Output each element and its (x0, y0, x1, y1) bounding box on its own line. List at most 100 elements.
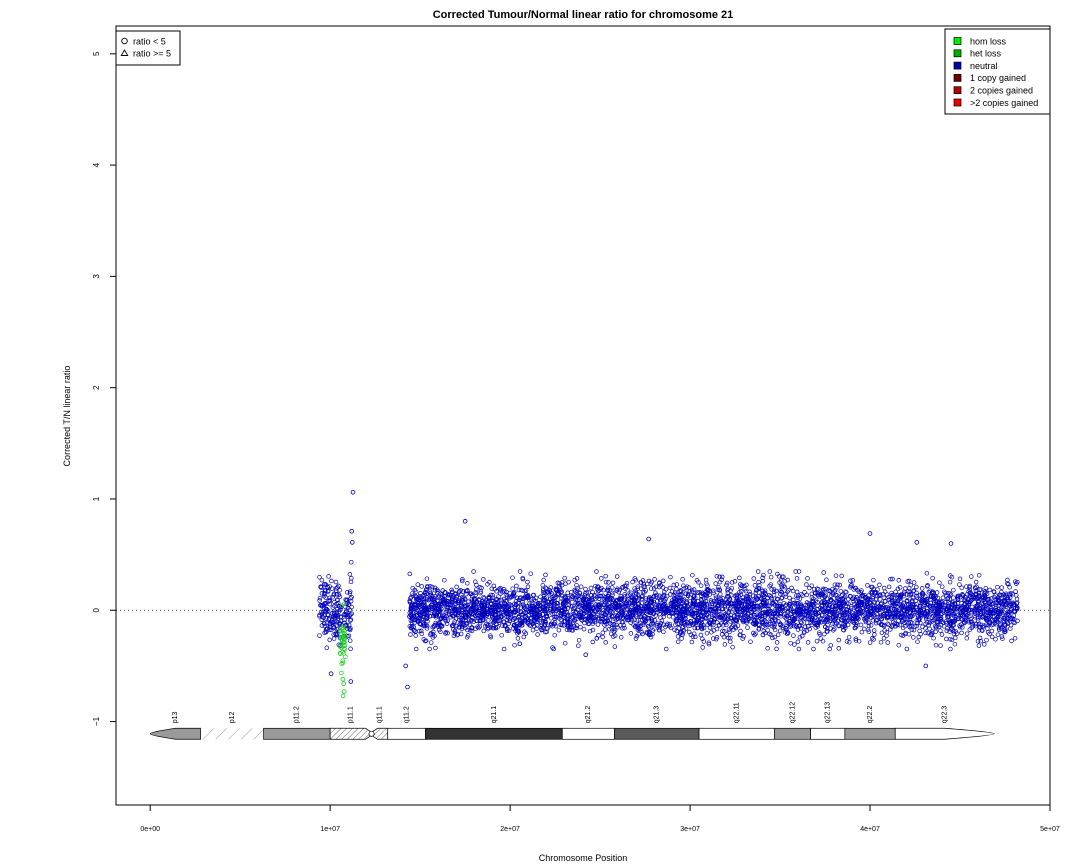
data-point (738, 592, 744, 597)
legend-circle-marker (121, 37, 128, 45)
data-point (473, 587, 479, 592)
data-point (598, 618, 603, 624)
data-point (457, 625, 462, 630)
data-point (692, 598, 697, 603)
data-point (329, 578, 334, 584)
data-point (872, 612, 877, 618)
data-point (644, 611, 649, 617)
data-point (417, 602, 422, 607)
data-point (490, 616, 496, 621)
data-point (478, 618, 483, 624)
data-point (551, 600, 557, 605)
data-point (843, 589, 848, 594)
data-point (676, 610, 681, 616)
chart-title: Corrected Tumour/Normal linear ratio for… (433, 9, 734, 21)
data-point (824, 629, 830, 634)
data-point (577, 603, 583, 608)
data-point (326, 617, 331, 622)
data-point (818, 636, 824, 641)
data-point (810, 599, 815, 604)
data-point (337, 594, 343, 600)
data-point (642, 618, 648, 624)
data-point (960, 612, 965, 618)
data-point (344, 598, 350, 603)
data-point (648, 632, 653, 637)
data-point (454, 584, 459, 590)
data-point (994, 619, 1000, 624)
outlier-point (583, 652, 588, 658)
data-point (817, 630, 822, 635)
data-point (523, 587, 529, 593)
data-point (570, 594, 575, 599)
data-point (924, 601, 930, 606)
y-tick-label: 1 (92, 496, 101, 501)
data-point (618, 594, 623, 599)
data-point (653, 613, 658, 618)
data-point (806, 616, 812, 621)
data-point (529, 607, 535, 612)
legend-label: neutral (970, 61, 998, 71)
data-point (752, 583, 758, 588)
y-tick-label: −1 (92, 716, 101, 726)
data-point (914, 593, 919, 599)
data-point (644, 581, 650, 587)
data-point (816, 620, 821, 626)
data-point (540, 612, 545, 617)
data-point (651, 607, 656, 612)
data-point (707, 604, 713, 610)
data-point (740, 599, 745, 604)
data-point (912, 602, 917, 608)
data-point (885, 621, 890, 626)
data-point (417, 600, 422, 606)
data-point (804, 592, 809, 598)
data-point (657, 627, 662, 633)
data-point (686, 585, 692, 590)
x-tick-label: 4e+07 (860, 826, 880, 833)
data-point (887, 610, 893, 616)
data-point (657, 584, 662, 590)
data-point (999, 595, 1005, 601)
data-point (738, 589, 744, 594)
data-point (530, 592, 536, 598)
data-point (940, 595, 946, 601)
data-point (728, 601, 733, 606)
data-point (632, 598, 637, 604)
y-tick-label: 5 (92, 51, 101, 56)
data-point (948, 636, 953, 642)
data-point (909, 599, 915, 605)
data-point (327, 637, 332, 643)
data-point (711, 608, 717, 614)
data-point (635, 627, 641, 633)
data-point (889, 614, 895, 620)
data-point (870, 594, 876, 599)
data-point (415, 582, 421, 587)
data-point (428, 640, 434, 645)
data-point (558, 622, 564, 627)
data-point (593, 583, 598, 589)
data-point (688, 632, 694, 638)
data-point (788, 640, 793, 646)
data-point (329, 616, 335, 622)
data-point (728, 639, 733, 644)
data-point (957, 576, 963, 582)
data-point (624, 602, 630, 607)
data-point (319, 614, 325, 620)
data-point (602, 612, 608, 617)
data-point (685, 620, 691, 625)
data-point (907, 610, 913, 615)
data-point (765, 611, 770, 617)
data-point (657, 593, 662, 599)
data-point (319, 617, 325, 622)
data-point (828, 618, 834, 623)
data-point (574, 576, 580, 581)
data-point (414, 605, 420, 611)
data-point (317, 598, 322, 603)
data-point (839, 612, 845, 618)
data-point (705, 587, 710, 593)
data-point (597, 602, 602, 607)
data-point (892, 598, 897, 604)
data-point (908, 582, 914, 588)
data-point (510, 586, 515, 591)
data-point (530, 621, 536, 627)
data-point (760, 578, 766, 584)
